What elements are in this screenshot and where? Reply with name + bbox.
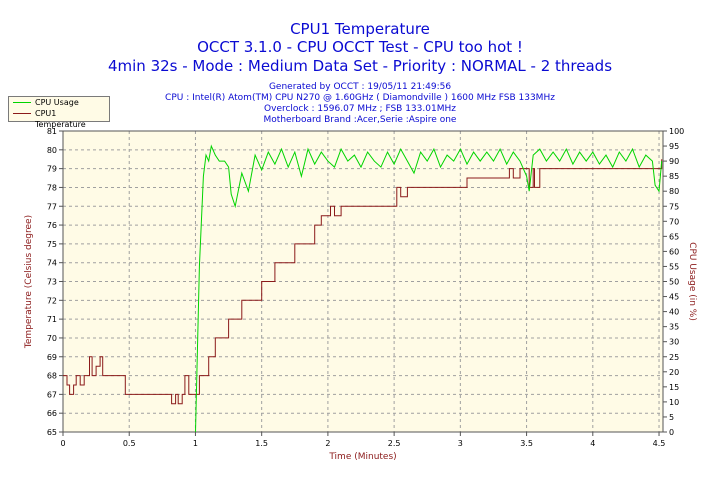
y-left-tick-label: 77 [47,202,57,211]
chart-title: CPU1 Temperature [290,20,430,38]
y-left-tick-label: 78 [47,183,57,192]
y-left-tick-label: 81 [47,127,57,136]
y-right-tick-label: 65 [669,232,679,241]
y-left-axis-label: Temperature (Celsius degree) [24,215,34,349]
legend-swatch-usage [13,102,31,103]
y-right-tick-label: 70 [669,217,679,226]
x-tick-label: 3 [458,439,463,448]
legend-label-usage: CPU Usage [35,98,79,107]
motherboard-info: Motherboard Brand :Acer,Serie :Aspire on… [263,115,457,125]
y-right-tick-label: 100 [669,127,684,136]
y-left-tick-label: 66 [47,409,57,418]
y-left-tick-label: 74 [47,259,57,268]
y-right-axis-label: CPU Usage (in %) [687,242,697,321]
y-right-tick-label: 0 [669,428,674,437]
y-right-tick-label: 5 [669,413,674,422]
x-tick-label: 2 [325,439,330,448]
y-left-tick-label: 72 [47,296,57,305]
x-tick-label: 4.5 [653,439,666,448]
y-right-tick-label: 75 [669,202,679,211]
y-left-tick-label: 75 [47,240,57,249]
legend-item-usage: CPU Usage [9,97,109,108]
generated-info: Generated by OCCT : 19/05/11 21:49:56 [268,82,452,92]
cpu-info: CPU : Intel(R) Atom(TM) CPU N270 @ 1.60G… [165,93,555,103]
chart-subtitle-test: OCCT 3.1.0 - CPU OCCT Test - CPU too hot… [197,38,523,56]
y-left-tick-label: 65 [47,428,57,437]
y-right-tick-label: 85 [669,172,679,181]
y-right-tick-label: 80 [669,187,679,196]
y-left-tick-label: 67 [47,390,57,399]
y-right-tick-label: 45 [669,293,679,302]
y-right-tick-label: 20 [669,368,679,377]
y-right-tick-label: 90 [669,157,679,166]
series-line-cpu1-temperature [63,159,663,405]
y-left-tick-label: 71 [47,315,57,324]
chart-legend: CPU Usage CPU1 Temperature [8,96,110,129]
y-right-tick-label: 25 [669,353,679,362]
y-right-tick-label: 60 [669,247,679,256]
series-line-cpu-usage [195,144,663,433]
y-right-tick-label: 35 [669,323,679,332]
y-left-tick-label: 80 [47,146,57,155]
y-left-tick-label: 68 [47,372,57,381]
x-tick-label: 4 [590,439,595,448]
chart-subtitle-mode: 4min 32s - Mode : Medium Data Set - Prio… [107,57,613,75]
y-left-tick-label: 69 [47,353,57,362]
x-tick-label: 1.5 [255,439,268,448]
y-right-tick-label: 95 [669,142,679,151]
legend-item-temp: CPU1 Temperature [9,108,109,129]
y-right-tick-label: 50 [669,278,679,287]
x-tick-label: 3.5 [520,439,533,448]
x-tick-label: 2.5 [388,439,401,448]
x-tick-label: 0 [60,439,65,448]
y-right-tick-label: 30 [669,338,679,347]
y-right-tick-label: 55 [669,262,679,271]
y-left-tick-label: 79 [47,165,57,174]
y-left-tick-label: 73 [47,278,57,287]
legend-swatch-temp [13,113,31,114]
y-right-tick-label: 10 [669,398,679,407]
x-tick-label: 0.5 [123,439,136,448]
overclock-info: Overclock : 1596.07 MHz ; FSB 133.01MHz [264,104,456,114]
x-tick-label: 1 [193,439,198,448]
legend-label-temp: CPU1 Temperature [35,109,86,129]
y-left-tick-label: 70 [47,334,57,343]
y-left-tick-label: 76 [47,221,57,230]
x-axis-label: Time (Minutes) [328,452,396,462]
y-right-tick-label: 15 [669,383,679,392]
y-right-tick-label: 40 [669,308,679,317]
